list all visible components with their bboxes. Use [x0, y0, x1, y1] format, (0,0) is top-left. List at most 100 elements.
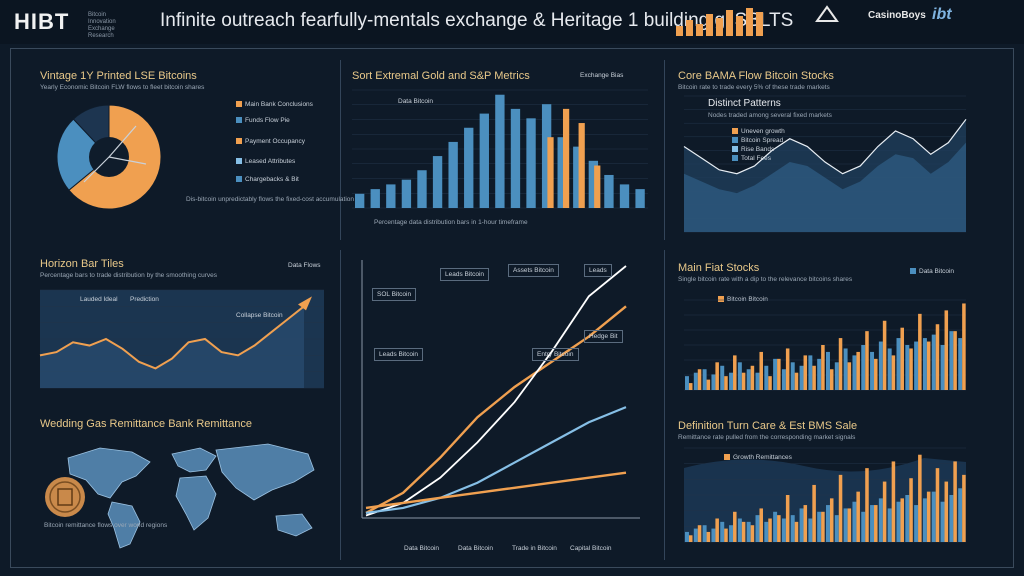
divider: [340, 60, 341, 240]
legend-label: Rise Bands: [741, 146, 775, 153]
panel-subtitle: Bitcoin remittance flows over world regi…: [44, 522, 168, 529]
legend-item[interactable]: Chargebacks & Bit: [236, 176, 299, 183]
panel-title: Horizon Bar Tiles: [40, 258, 124, 270]
bar: [882, 481, 887, 542]
bar: [355, 193, 365, 208]
bar: [693, 372, 698, 390]
bar: [852, 501, 857, 542]
inner-subtitle: Nodes traded among several fixed markets: [708, 112, 832, 119]
flow-box[interactable]: Leads: [584, 264, 612, 277]
brand-logo[interactable]: HIBT: [14, 9, 70, 34]
bar: [764, 521, 769, 542]
legend-label: Leased Attributes: [245, 158, 296, 165]
bar: [759, 508, 763, 542]
bar: [711, 374, 716, 390]
bar: [896, 501, 901, 542]
bar: [557, 137, 567, 208]
legend-item[interactable]: Data Bitcoin: [398, 98, 434, 105]
legend-item[interactable]: Total Fees: [732, 155, 771, 162]
panel-note: Dis-bitcoin unpredictably flows the fixe…: [186, 196, 354, 203]
flow-box[interactable]: Hedge Bit: [584, 330, 623, 343]
flow-box[interactable]: Entry Bitcoin: [532, 348, 579, 361]
bar: [829, 369, 834, 390]
bar: [759, 351, 763, 390]
area-series: [684, 142, 966, 232]
bar: [905, 495, 910, 542]
bar: [737, 518, 742, 542]
bar: [940, 345, 945, 390]
bar: [918, 454, 922, 542]
bar: [935, 468, 940, 542]
bar: [777, 515, 781, 542]
flow-box[interactable]: Assets Bitcoin: [508, 264, 559, 277]
annotation: Lauded Ideal: [80, 296, 118, 303]
logo-ibt[interactable]: ibt: [932, 6, 952, 23]
bar: [619, 184, 630, 208]
bar: [737, 362, 742, 390]
bar: [755, 515, 760, 542]
panel-footer: Percentage data distribution bars in 1-h…: [374, 219, 528, 226]
world-map[interactable]: [40, 436, 334, 554]
legend-item[interactable]: Data Bitcoin: [910, 268, 954, 275]
area-chart[interactable]: [683, 95, 967, 233]
legend-item[interactable]: Leased Attributes: [236, 158, 295, 165]
bar: [799, 365, 804, 390]
bar: [909, 348, 913, 390]
legend-item[interactable]: Exchange Bias: [580, 72, 624, 79]
bar: [926, 341, 931, 390]
flow-box[interactable]: Leads Bitcoin: [374, 348, 424, 361]
bar: [829, 498, 834, 542]
bar: [750, 525, 755, 542]
bar: [702, 525, 707, 542]
bar: [900, 327, 904, 390]
pie-chart[interactable]: [54, 102, 164, 212]
legend-item[interactable]: Growth Remittances: [724, 454, 792, 461]
legend-label: Uneven growth: [741, 128, 785, 135]
bar: [635, 189, 645, 208]
bar-chart[interactable]: [352, 89, 648, 218]
multi-line-chart[interactable]: [356, 256, 644, 532]
series-line: [365, 305, 627, 515]
legend-item[interactable]: Payment Occupancy: [236, 138, 305, 145]
bar: [878, 498, 883, 542]
bar: [949, 495, 954, 542]
panel-title: Definition Turn Care & Est BMS Sale: [678, 420, 858, 432]
flow-box[interactable]: Leads Bitcoin: [440, 268, 490, 281]
bar: [940, 501, 945, 542]
panel-title: Wedding Gas Remittance Bank Remittance: [40, 418, 252, 430]
bar: [922, 498, 927, 542]
bar: [882, 320, 887, 390]
bar: [510, 108, 521, 208]
bar-chart[interactable]: [684, 447, 966, 544]
legend-item[interactable]: Data Flows: [288, 262, 321, 269]
legend-item[interactable]: Bitcoin Spread: [732, 137, 783, 144]
legend-item[interactable]: Funds Flow Pie: [236, 117, 290, 124]
bar: [702, 369, 707, 390]
bar-chart[interactable]: [684, 299, 966, 392]
axis-label: Data Bitcoin: [458, 545, 494, 552]
annotation: Prediction: [130, 296, 159, 303]
bar: [464, 127, 474, 208]
bar: [562, 108, 570, 208]
line-chart[interactable]: [39, 289, 324, 389]
bar: [773, 511, 778, 542]
bar: [962, 303, 966, 390]
bar: [777, 358, 781, 390]
flow-box[interactable]: SOL Bitcoin: [372, 288, 417, 301]
bar: [688, 535, 693, 542]
legend-item[interactable]: Rise Bands: [732, 146, 774, 153]
legend-item[interactable]: Main Bank Conclusions: [236, 101, 313, 108]
bar: [803, 505, 808, 542]
inner-title: Distinct Patterns: [708, 98, 781, 109]
bar: [715, 362, 719, 390]
legend-label: Chargebacks & Bit: [245, 176, 299, 183]
legend-item[interactable]: Bitcoin Bitcoin: [718, 296, 768, 303]
logo-casinoboys[interactable]: CasinoBoys: [868, 10, 926, 21]
logo-comms[interactable]: [815, 5, 839, 25]
bar: [785, 495, 790, 542]
bar: [790, 515, 795, 542]
area-fill: [684, 458, 966, 542]
legend-item[interactable]: Uneven growth: [732, 128, 785, 135]
bar: [891, 461, 896, 542]
bar: [715, 518, 719, 542]
